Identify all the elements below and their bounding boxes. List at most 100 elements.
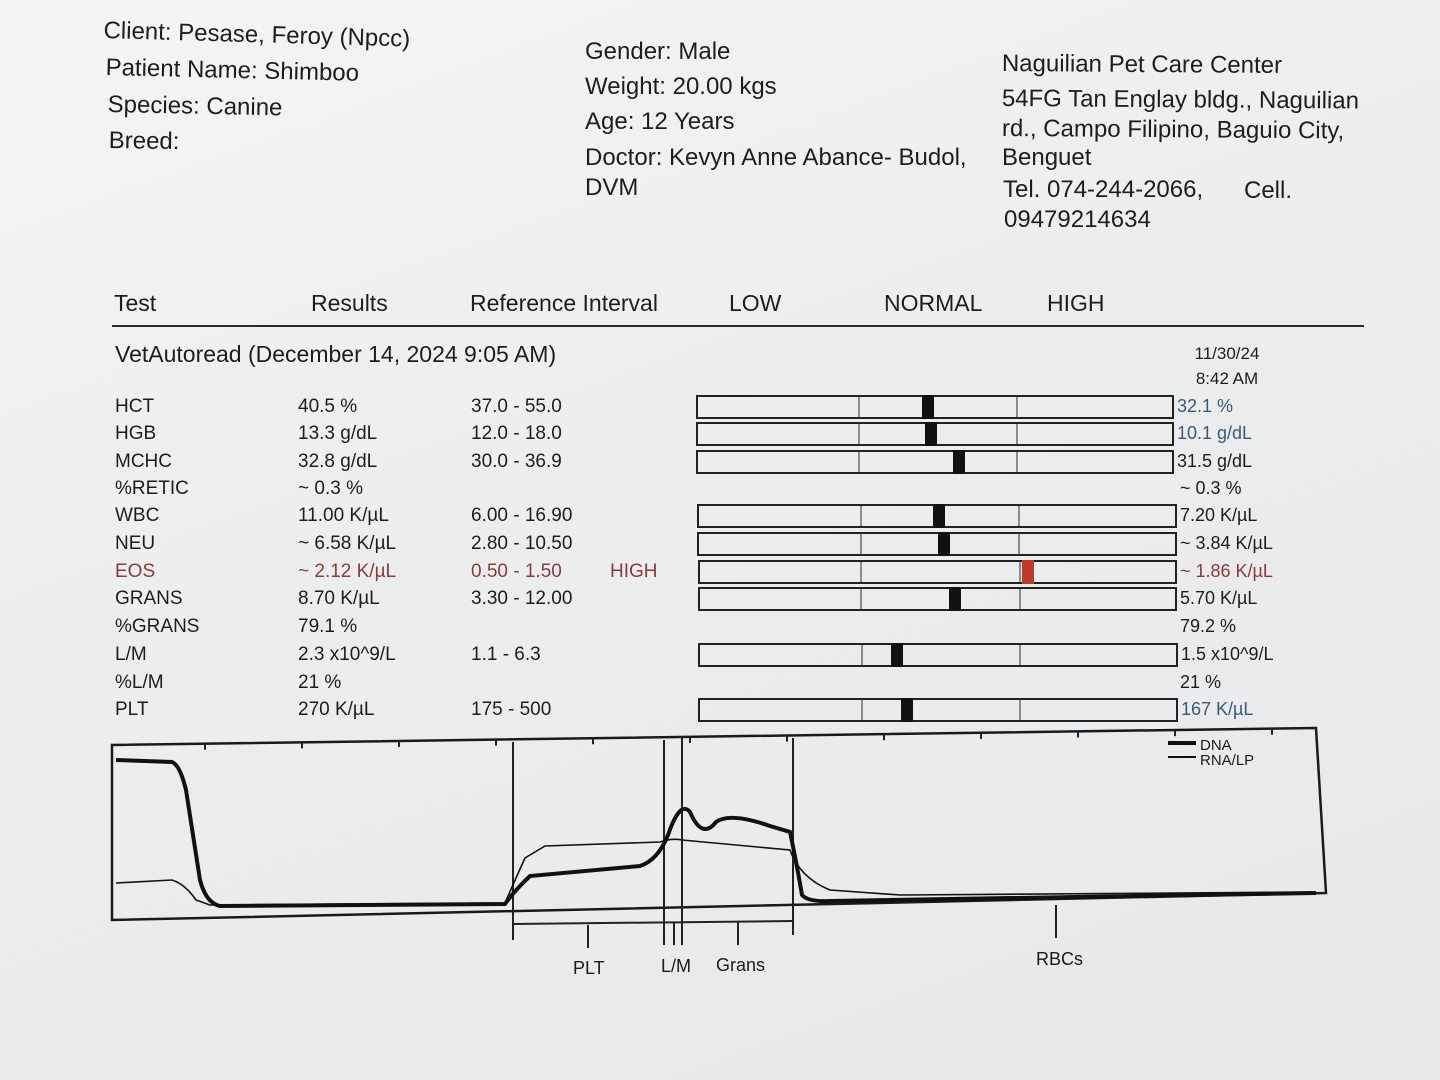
test-name: L/M <box>115 644 147 665</box>
reference-interval: 1.1 - 6.3 <box>471 644 541 665</box>
reference-interval: 30.0 - 36.9 <box>471 451 562 472</box>
range-divider <box>1018 506 1020 526</box>
test-name: HGB <box>115 423 157 444</box>
test-result: 40.5 % <box>298 396 358 417</box>
result-marker <box>949 587 961 611</box>
range-divider <box>858 397 860 417</box>
prev-date: 11/30/24 <box>1194 344 1260 363</box>
previous-result: 21 % <box>1180 672 1222 692</box>
range-divider <box>1019 562 1021 582</box>
test-result: ~ 0.3 % <box>298 478 363 499</box>
table-row: %GRANS 79.1 % 79.2 % <box>0 616 1440 643</box>
range-divider <box>1019 645 1021 665</box>
test-name: PLT <box>115 699 149 720</box>
previous-result: 7.20 K/µL <box>1180 505 1258 525</box>
range-bar <box>698 698 1178 722</box>
legend-rna-lp: RNA/LP <box>1200 752 1254 769</box>
clinic-cell: 09479214634 <box>1004 206 1151 233</box>
axis-label-lm: L/M <box>661 956 691 976</box>
reference-interval: 0.50 - 1.50 <box>471 561 562 582</box>
table-row: EOS ~ 2.12 K/µL 0.50 - 1.50 HIGH ~ 1.86 K/µL <box>0 560 1440 588</box>
result-marker <box>938 532 950 556</box>
high-flag: HIGH <box>610 561 658 582</box>
table-row: PLT 270 K/µL 175 - 500 167 K/µL <box>0 698 1440 726</box>
doctor-title-line: DVM <box>585 174 639 201</box>
result-marker <box>933 504 945 528</box>
range-divider <box>861 700 863 720</box>
test-result: 11.00 K/µL <box>298 505 389 526</box>
range-divider <box>858 424 860 444</box>
range-bar <box>696 450 1174 474</box>
range-bar <box>698 643 1178 667</box>
test-result: 13.3 g/dL <box>298 423 378 444</box>
range-bar <box>698 587 1177 611</box>
range-bar <box>697 532 1177 556</box>
table-row: %L/M 21 % 21 % <box>0 672 1440 699</box>
previous-result: ~ 0.3 % <box>1180 478 1242 498</box>
test-result: ~ 2.12 K/µL <box>298 561 397 582</box>
range-bar <box>696 395 1174 419</box>
range-divider <box>860 562 862 582</box>
range-divider <box>860 534 862 554</box>
test-result: 270 K/µL <box>298 699 375 720</box>
reference-interval: 3.30 - 12.00 <box>471 588 573 609</box>
test-name: HCT <box>115 396 155 417</box>
test-name: NEU <box>115 533 156 554</box>
previous-result: 31.5 g/dL <box>1177 451 1253 471</box>
col-normal: NORMAL <box>884 290 983 316</box>
test-result: 2.3 x10^9/L <box>298 644 396 665</box>
range-divider <box>1019 589 1021 609</box>
region-bracket <box>512 912 794 940</box>
table-row: NEU ~ 6.58 K/µL 2.80 - 10.50 ~ 3.84 K/µL <box>0 532 1440 560</box>
col-reference: Reference Interval <box>470 290 658 316</box>
previous-result: 79.2 % <box>1180 616 1237 636</box>
result-marker <box>901 698 913 722</box>
range-divider <box>861 645 863 665</box>
col-results: Results <box>311 290 388 316</box>
doctor-line: Doctor: Kevyn Anne Abance- Budol, <box>585 144 967 171</box>
result-marker <box>1022 560 1034 584</box>
test-name: GRANS <box>115 588 183 609</box>
range-divider <box>1018 534 1020 554</box>
range-divider <box>858 452 860 472</box>
clinic-cell-label: Cell. <box>1244 177 1293 204</box>
reference-interval: 12.0 - 18.0 <box>471 423 562 444</box>
range-divider <box>1019 700 1021 720</box>
previous-result: 32.1 % <box>1177 396 1234 416</box>
table-row: %RETIC ~ 0.3 % ~ 0.3 % <box>0 478 1440 505</box>
test-name: %L/M <box>115 672 164 693</box>
col-test: Test <box>114 290 157 316</box>
previous-result: 1.5 x10^9/L <box>1181 644 1274 664</box>
test-result: 79.1 % <box>298 616 358 637</box>
test-name: WBC <box>115 505 160 526</box>
previous-result: ~ 1.86 K/µL <box>1180 561 1273 581</box>
range-bar <box>697 504 1177 528</box>
col-high: HIGH <box>1047 290 1105 316</box>
range-divider <box>1016 397 1018 417</box>
test-name: EOS <box>115 561 156 582</box>
range-bar <box>696 422 1174 446</box>
axis-label-grans: Grans <box>716 955 765 975</box>
result-marker <box>891 643 903 667</box>
reference-interval: 175 - 500 <box>471 699 552 720</box>
previous-result: 167 K/µL <box>1181 699 1254 719</box>
range-bar <box>698 560 1177 584</box>
header-rule <box>112 325 1364 327</box>
previous-result: 5.70 K/µL <box>1180 588 1258 608</box>
section-title: VetAutoread (December 14, 2024 9:05 AM) <box>115 341 557 367</box>
reference-interval: 6.00 - 16.90 <box>471 505 573 526</box>
reference-interval: 2.80 - 10.50 <box>471 533 573 554</box>
col-low: LOW <box>729 290 782 316</box>
result-marker <box>925 422 937 446</box>
range-divider <box>860 589 862 609</box>
reference-interval: 37.0 - 55.0 <box>471 396 562 417</box>
table-row: L/M 2.3 x10^9/L 1.1 - 6.3 1.5 x10^9/L <box>0 643 1440 671</box>
dna-curve <box>115 758 1317 909</box>
table-row: WBC 11.00 K/µL 6.00 - 16.90 7.20 K/µL <box>0 504 1440 532</box>
weight-line: Weight: 20.00 kgs <box>585 73 777 100</box>
gender-line: Gender: Male <box>585 38 731 65</box>
result-marker <box>922 395 934 419</box>
axis-label-plt: PLT <box>573 958 605 978</box>
axis-label-rbcs: RBCs <box>1036 949 1083 969</box>
